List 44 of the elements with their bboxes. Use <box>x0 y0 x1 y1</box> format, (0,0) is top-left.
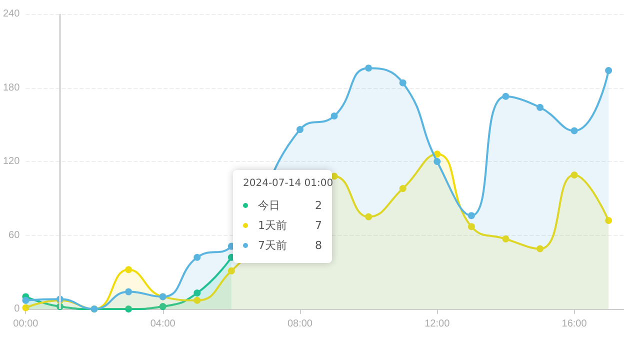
point <box>399 185 406 192</box>
y-tick-label: 240 <box>2 8 20 20</box>
point <box>22 304 30 312</box>
point <box>536 104 544 111</box>
legend-label: 1天前 <box>258 218 288 232</box>
point <box>296 126 304 134</box>
point <box>194 254 201 261</box>
point <box>502 92 510 100</box>
point <box>194 290 201 297</box>
x-tick-label: 04:00 <box>150 318 176 330</box>
point <box>330 112 338 120</box>
x-tick-label: 08:00 <box>287 318 313 330</box>
point <box>194 296 201 304</box>
point <box>125 288 132 296</box>
point <box>228 267 235 274</box>
y-tick-label: 120 <box>2 156 20 167</box>
point <box>159 303 166 310</box>
y-tick-label: 0 <box>14 304 20 314</box>
legend-label: 今日 <box>258 198 281 212</box>
annotation: 2024-07-14 01:00 <box>243 178 334 189</box>
point <box>365 213 372 220</box>
point <box>399 79 406 86</box>
point <box>365 64 372 72</box>
point <box>125 306 132 312</box>
point <box>570 172 578 179</box>
point <box>605 217 612 224</box>
point <box>125 266 132 274</box>
point <box>570 127 578 134</box>
x-tick-label: 12:00 <box>424 318 450 330</box>
point <box>605 67 612 74</box>
y-tick-label: 180 <box>2 82 20 94</box>
y-tick-label: 60 <box>8 230 20 241</box>
point <box>434 158 441 165</box>
point <box>22 296 30 304</box>
x-tick-label: 00:00 <box>13 318 39 330</box>
x-tick-label: 16:00 <box>562 318 588 330</box>
point <box>502 235 510 242</box>
annotation: 7 <box>315 218 322 232</box>
point <box>468 223 475 230</box>
annotation: 8 <box>315 238 322 252</box>
legend-label: 7天前 <box>258 238 288 252</box>
point <box>536 245 544 252</box>
point <box>468 212 475 220</box>
annotation: 2 <box>315 198 322 212</box>
